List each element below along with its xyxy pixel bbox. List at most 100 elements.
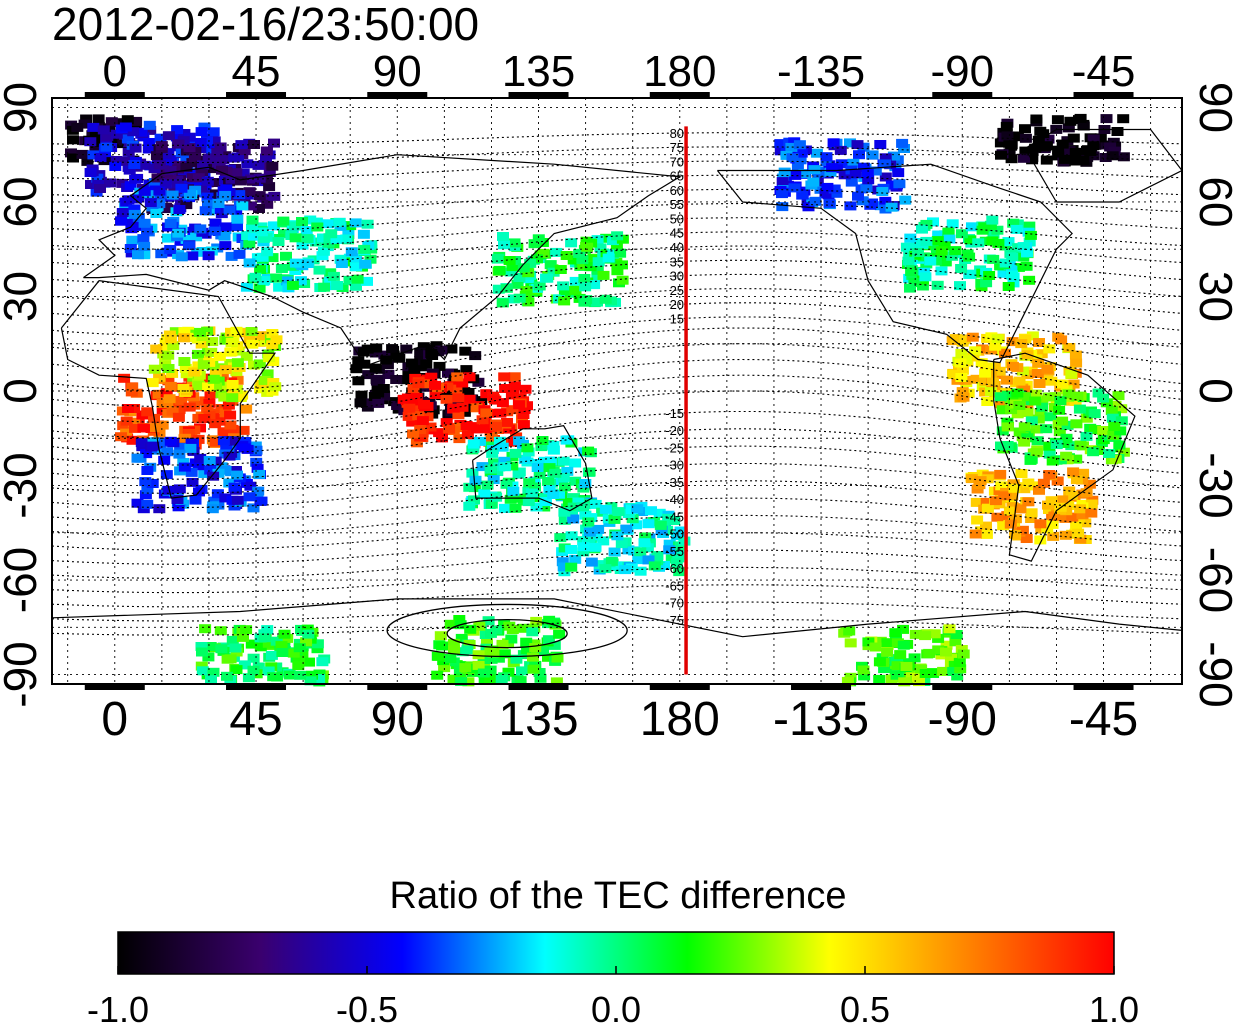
tec-cell — [115, 216, 128, 226]
tec-cell — [591, 297, 603, 307]
tec-cell — [949, 637, 962, 647]
magnetic-pole-contour — [386, 603, 628, 658]
tec-cell — [173, 449, 186, 459]
tec-cell — [1030, 448, 1043, 458]
tec-cell — [997, 521, 1010, 531]
tec-cell — [120, 156, 133, 166]
tec-cell — [485, 432, 498, 442]
magnetic-contour — [51, 601, 1183, 622]
tec-cell — [300, 637, 313, 647]
tec-cell — [380, 355, 393, 365]
tec-cell — [202, 382, 215, 392]
tec-cell — [1112, 391, 1125, 401]
tec-cell — [147, 441, 160, 451]
tec-cell — [209, 218, 222, 228]
tec-cell — [844, 638, 857, 648]
tec-cell — [214, 142, 227, 152]
tec-cell — [561, 466, 574, 476]
tec-cell — [476, 415, 489, 425]
tec-cell — [141, 466, 154, 475]
tec-cell — [218, 392, 231, 402]
tec-cell — [311, 222, 324, 232]
tec-cell — [1035, 349, 1048, 359]
tec-cell — [920, 236, 933, 246]
tec-cell — [1030, 114, 1043, 124]
tec-cell — [1036, 395, 1049, 405]
tec-cell — [967, 352, 980, 362]
tec-cell — [1087, 134, 1100, 144]
tec-cell — [642, 555, 655, 565]
tec-cell — [975, 358, 988, 368]
bottom-longitude-axis: 0 45 90 135 180 -135 -90 -45 — [101, 693, 1138, 746]
tec-cell — [292, 661, 305, 671]
tec-cell — [255, 496, 268, 506]
tec-cell — [473, 621, 486, 631]
longitude-tick-label: -90 — [930, 47, 994, 96]
tec-cell — [208, 136, 221, 146]
tec-cell — [153, 504, 166, 514]
meridian-contour-label: 55 — [670, 197, 684, 212]
tec-cell — [226, 635, 239, 645]
tec-cell — [450, 384, 463, 394]
tec-cell — [496, 298, 509, 308]
tec-cell — [873, 674, 886, 684]
tec-cell — [119, 122, 132, 132]
tec-cell — [1013, 401, 1026, 410]
tec-cell — [289, 221, 301, 231]
tec-cell — [196, 155, 209, 165]
tec-cell — [582, 446, 595, 456]
tec-cell — [412, 379, 425, 388]
tec-cell — [916, 281, 929, 291]
tec-cell — [1052, 145, 1065, 155]
tec-cell — [207, 127, 220, 137]
tec-cell — [438, 663, 451, 673]
tec-cell — [203, 398, 216, 408]
tec-cell — [1044, 412, 1057, 422]
tec-cell — [202, 199, 215, 209]
tec-cell — [251, 463, 264, 473]
tec-cell — [1077, 155, 1090, 165]
magnetic-contour — [51, 231, 1183, 268]
tec-cell — [823, 198, 836, 208]
tec-cell — [160, 388, 173, 398]
tec-cell — [1042, 392, 1055, 402]
tec-cell — [131, 453, 144, 463]
tec-cell — [493, 265, 506, 275]
magnetic-contour — [51, 497, 1183, 537]
tec-cell — [903, 247, 916, 257]
tec-cell — [927, 217, 939, 227]
tec-cell — [253, 469, 266, 479]
tec-cell — [410, 438, 423, 448]
tec-cell — [243, 492, 256, 502]
tec-cell — [1099, 153, 1112, 162]
tec-cell — [1056, 416, 1069, 426]
tec-cell — [1056, 495, 1069, 505]
latitude-tick-label: 90 — [1190, 82, 1240, 133]
tec-cell — [1013, 376, 1026, 386]
tec-cell — [166, 368, 179, 378]
tec-cell — [517, 650, 530, 660]
tec-cell — [987, 254, 1000, 264]
tec-cell — [506, 262, 519, 272]
tec-cell — [1023, 237, 1036, 247]
tec-cell — [808, 165, 821, 175]
tec-cell — [969, 346, 982, 356]
tec-cell — [1106, 151, 1119, 161]
tec-cell — [160, 470, 173, 480]
tec-cell — [351, 274, 364, 284]
tec-cell — [776, 177, 789, 187]
tec-cell — [268, 191, 281, 201]
tec-cell — [796, 190, 809, 200]
tec-cell — [1080, 413, 1093, 423]
map-panel: 8075706560555045403530252015-15-20-25-30… — [0, 47, 1240, 746]
tec-cell — [195, 339, 208, 349]
tec-cell — [142, 144, 155, 154]
tec-cell — [1069, 147, 1082, 157]
tec-cell — [1105, 406, 1118, 416]
tec-cell — [276, 667, 289, 677]
tec-cell — [487, 648, 500, 658]
tec-cell — [203, 456, 216, 465]
tec-cell — [447, 674, 460, 684]
tec-cell — [946, 251, 959, 261]
tec-cell — [174, 443, 187, 452]
